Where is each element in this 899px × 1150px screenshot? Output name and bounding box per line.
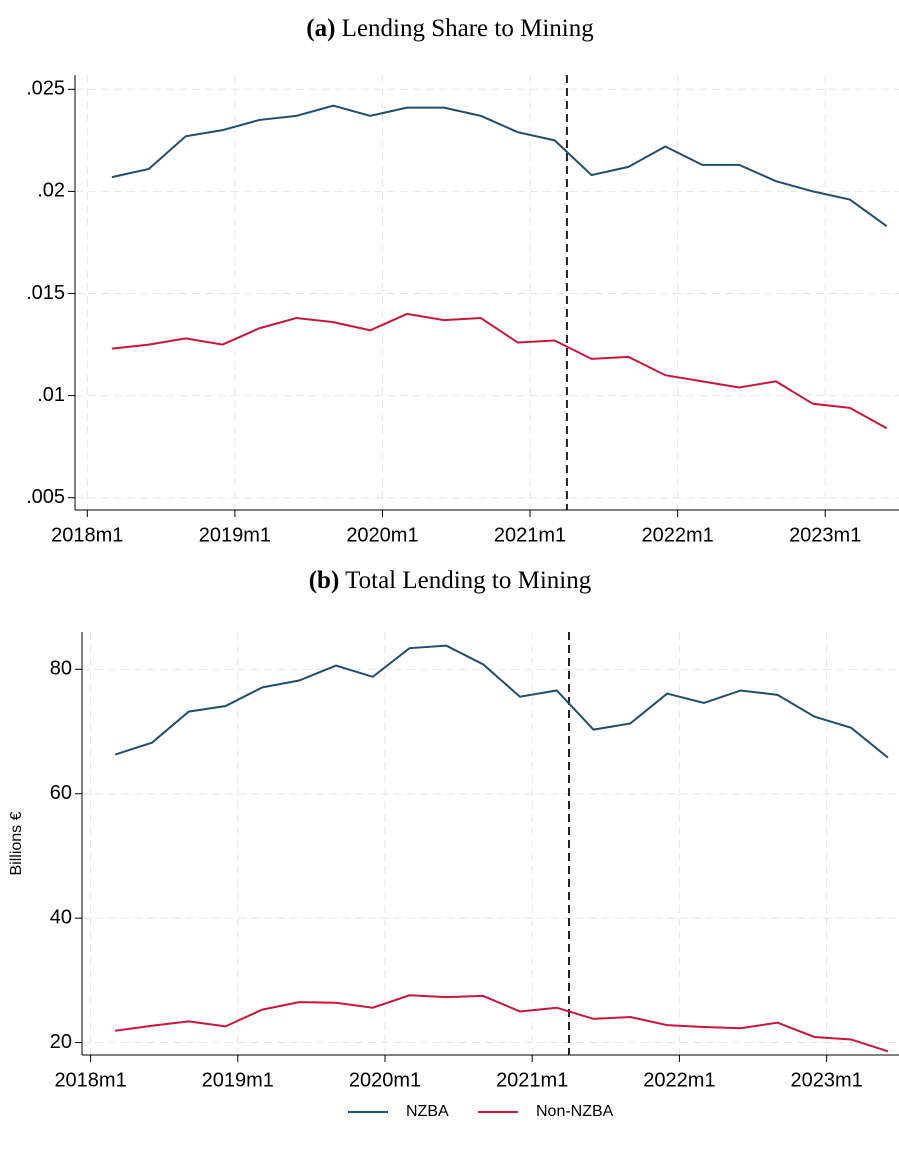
y-tick-label: .005 (26, 486, 65, 508)
panel-label: (b) (309, 567, 340, 594)
title-text: Lending Share to Mining (342, 15, 595, 42)
x-tick-label: 2020m1 (349, 1069, 421, 1091)
x-tick-label: 2019m1 (199, 524, 271, 546)
y-tick-label: 20 (50, 1031, 72, 1053)
x-tick-label: 2023m1 (789, 524, 861, 546)
series-line (114, 994, 889, 1053)
y-tick-label: .02 (37, 180, 65, 202)
legend-label: NZBA (406, 1103, 449, 1120)
y-tick-label: 40 (50, 906, 72, 928)
title-text: Total Lending to Mining (345, 567, 592, 594)
x-tick-label: 2021m1 (494, 524, 566, 546)
x-tick-label: 2021m1 (496, 1069, 568, 1091)
x-tick-label: 2020m1 (346, 524, 418, 546)
legend-label: Non-NZBA (536, 1103, 614, 1120)
y-tick-label: 60 (50, 782, 72, 804)
series-line (111, 312, 888, 430)
series-line (114, 644, 889, 759)
chart-title: (b) Total Lending to Mining (309, 567, 592, 594)
x-tick-label: 2018m1 (54, 1069, 126, 1091)
y-tick-label: .01 (37, 384, 65, 406)
y-tick-label: 80 (50, 658, 72, 680)
y-tick-label: .025 (26, 78, 65, 100)
panel-label: (a) (306, 15, 335, 42)
x-tick-label: 2022m1 (641, 524, 713, 546)
y-tick-label: .015 (26, 282, 65, 304)
x-tick-label: 2018m1 (51, 524, 123, 546)
series-line (111, 104, 888, 227)
x-tick-label: 2022m1 (643, 1069, 715, 1091)
y-axis-label: Billions € (8, 811, 25, 875)
x-tick-label: 2023m1 (790, 1069, 862, 1091)
chart-title: (a) Lending Share to Mining (306, 15, 594, 42)
x-tick-label: 2019m1 (202, 1069, 274, 1091)
